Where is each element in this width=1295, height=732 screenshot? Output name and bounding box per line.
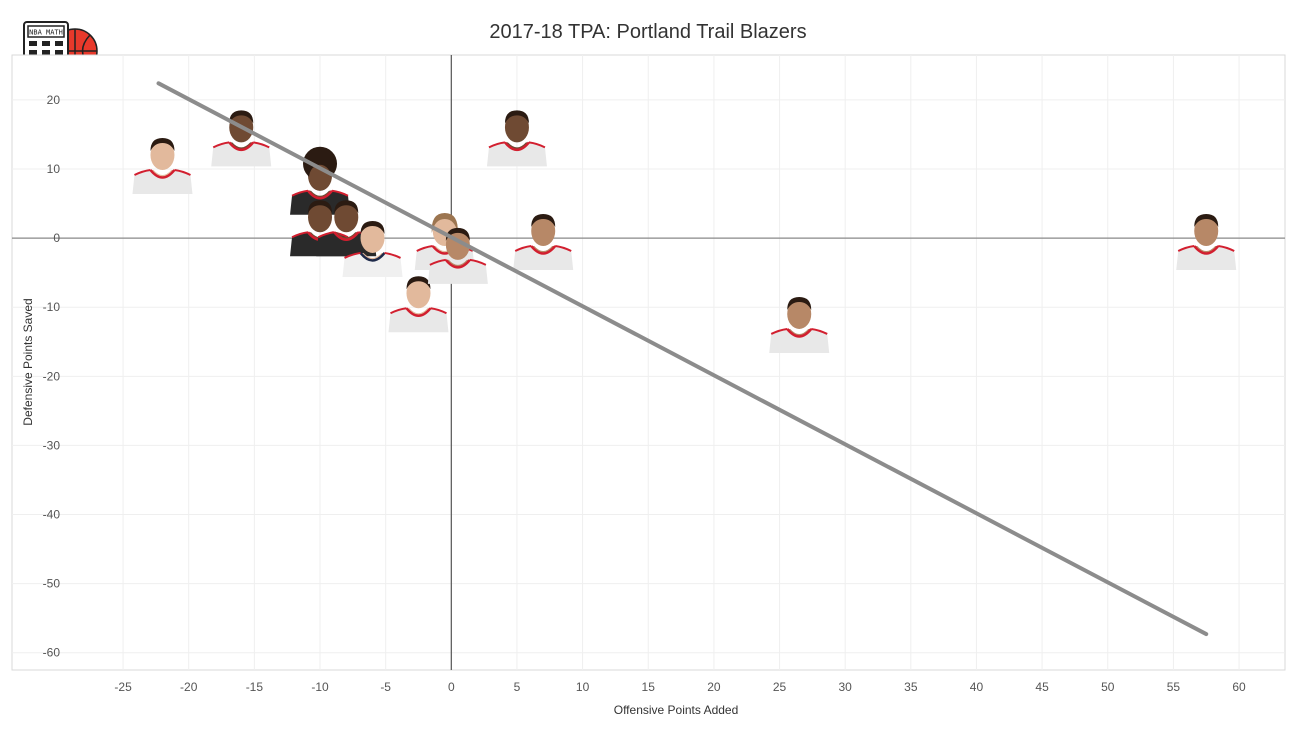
player-hair xyxy=(787,296,812,310)
player-jersey xyxy=(211,142,272,167)
x-tick-label: -10 xyxy=(311,680,329,694)
y-tick-label: 0 xyxy=(53,231,60,245)
jersey-trim xyxy=(359,252,386,262)
player-jersey xyxy=(513,246,574,271)
player-point xyxy=(427,227,488,284)
x-tick-label: 25 xyxy=(773,680,787,694)
jersey-trim xyxy=(212,141,270,149)
x-axis-ticks: -25 -20 -15 -10 -5 0 5 10 15 20 25 30 35 40 45 50 55 60 xyxy=(114,680,1246,694)
player-face xyxy=(504,112,529,143)
jersey-trim xyxy=(1177,245,1235,252)
player-jersey xyxy=(1176,246,1237,271)
y-tick-label: -20 xyxy=(43,369,61,383)
x-tick-label: -5 xyxy=(380,680,391,694)
player-point xyxy=(486,110,547,167)
jersey-trim xyxy=(514,245,572,252)
y-tick-label: 10 xyxy=(47,162,61,176)
jersey-trim xyxy=(134,169,191,176)
y-tick-label: -10 xyxy=(43,300,61,314)
player-point xyxy=(1176,214,1237,271)
jersey-trim xyxy=(390,307,447,315)
logo-text: NBA MATH xyxy=(29,29,63,37)
player-hair xyxy=(531,214,556,228)
player-face xyxy=(150,140,175,171)
y-tick-label: -50 xyxy=(43,577,61,591)
chart-title: 2017-18 TPA: Portland Trail Blazers xyxy=(489,21,806,43)
x-tick-label: 35 xyxy=(904,680,918,694)
player-hair xyxy=(334,200,359,214)
player-face xyxy=(1194,216,1219,247)
reference-lines xyxy=(12,55,1285,670)
player-face xyxy=(308,202,333,233)
player-jersey xyxy=(769,328,830,353)
player-hair xyxy=(445,227,470,241)
player-jersey xyxy=(342,252,403,277)
player-point xyxy=(513,214,574,271)
jersey-trim xyxy=(405,307,432,317)
x-tick-label: 50 xyxy=(1101,680,1115,694)
y-tick-label: -60 xyxy=(43,646,61,660)
player-point xyxy=(342,220,403,277)
player-jersey xyxy=(132,170,193,195)
jersey-trim xyxy=(291,189,349,197)
player-hair xyxy=(308,200,333,214)
y-tick-label: 20 xyxy=(47,93,61,107)
x-tick-label: 30 xyxy=(838,680,852,694)
x-tick-label: 5 xyxy=(514,680,521,694)
x-tick-label: -25 xyxy=(114,680,132,694)
player-hair xyxy=(229,110,254,124)
player-point xyxy=(388,276,449,333)
player-hair xyxy=(504,110,529,124)
jersey-trim xyxy=(228,141,255,152)
player-jersey xyxy=(486,142,547,167)
player-face xyxy=(334,202,359,233)
jersey-trim xyxy=(530,245,557,255)
y-tick-label: -30 xyxy=(43,438,61,452)
player-point xyxy=(132,138,193,195)
player-face xyxy=(787,298,812,329)
jersey-trim xyxy=(488,141,546,149)
jersey-trim xyxy=(444,259,471,269)
jersey-trim xyxy=(149,169,176,179)
player-hair xyxy=(360,220,385,234)
x-tick-label: 0 xyxy=(448,680,455,694)
player-face xyxy=(531,216,556,247)
trend-line xyxy=(156,81,1209,637)
y-axis-label: Defensive Points Saved xyxy=(21,298,35,425)
player-face xyxy=(406,278,431,309)
y-tick-label: -40 xyxy=(43,508,61,522)
x-tick-label: 20 xyxy=(707,680,721,694)
x-tick-label: -20 xyxy=(180,680,198,694)
player-markers xyxy=(132,110,1237,353)
x-axis-label: Offensive Points Added xyxy=(614,703,739,717)
jersey-trim xyxy=(333,231,360,241)
player-jersey xyxy=(427,259,488,284)
y-axis-ticks: 20 10 0 -10 -20 -30 -40 -50 -60 xyxy=(43,93,61,660)
player-jersey xyxy=(388,308,449,333)
player-hair xyxy=(1194,214,1219,228)
jersey-trim xyxy=(1193,245,1220,255)
jersey-trim xyxy=(786,328,813,338)
jersey-trim xyxy=(770,327,828,335)
jersey-trim xyxy=(344,251,401,259)
player-hair xyxy=(150,138,175,152)
jersey-trim xyxy=(503,141,530,152)
x-tick-label: 45 xyxy=(1035,680,1049,694)
jersey-trim xyxy=(429,258,487,266)
jersey-trim xyxy=(307,189,333,200)
x-tick-label: 55 xyxy=(1167,680,1181,694)
player-point xyxy=(769,296,830,353)
x-tick-label: -15 xyxy=(246,680,264,694)
x-tick-label: 60 xyxy=(1232,680,1246,694)
player-face xyxy=(360,222,385,253)
player-hair xyxy=(431,213,458,234)
x-tick-label: 15 xyxy=(642,680,656,694)
player-hair xyxy=(406,276,431,290)
trend-line-group xyxy=(156,81,1209,637)
x-tick-label: 10 xyxy=(576,680,590,694)
x-tick-label: 40 xyxy=(970,680,984,694)
